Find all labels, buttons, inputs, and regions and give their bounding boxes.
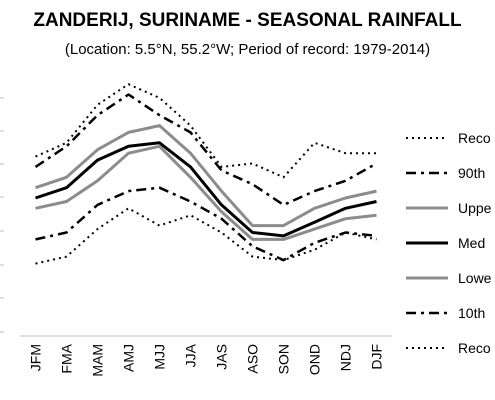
chart-title: ZANDERIJ, SURINAME - SEASONAL RAINFALL	[33, 10, 462, 31]
x-tick-label: JFM	[28, 344, 44, 371]
x-tick-label: FMA	[59, 343, 75, 373]
series-line	[35, 124, 377, 228]
series-line	[35, 83, 377, 179]
legend-label: Lowe	[458, 270, 492, 286]
series-line	[35, 186, 377, 262]
legend-label: 90th	[458, 165, 485, 181]
x-tick-label: DJF	[369, 344, 385, 370]
legend-label: Reco	[458, 340, 491, 356]
x-tick-label: MJJ	[152, 344, 168, 370]
legend-label: Med	[458, 235, 485, 251]
x-tick-label: NDJ	[338, 344, 354, 371]
chart-subtitle: (Location: 5.5°N, 55.2°W; Period of reco…	[64, 41, 431, 58]
x-tick-label: SON	[276, 344, 292, 374]
x-tick-label: MAM	[90, 344, 106, 377]
x-tick-label: ASO	[245, 344, 261, 374]
series-line	[34, 93, 378, 207]
x-tick-label: JJA	[183, 343, 199, 367]
x-tick-label: OND	[307, 344, 323, 375]
series-line	[35, 207, 377, 265]
legend-label: Reco	[458, 130, 491, 146]
legend-label: 10th	[458, 305, 485, 321]
legend-label: Uppe	[458, 200, 492, 216]
series-line	[35, 141, 377, 238]
x-tick-label: AMJ	[121, 344, 137, 372]
x-tick-label: JAS	[214, 344, 230, 370]
series-line	[35, 144, 377, 241]
